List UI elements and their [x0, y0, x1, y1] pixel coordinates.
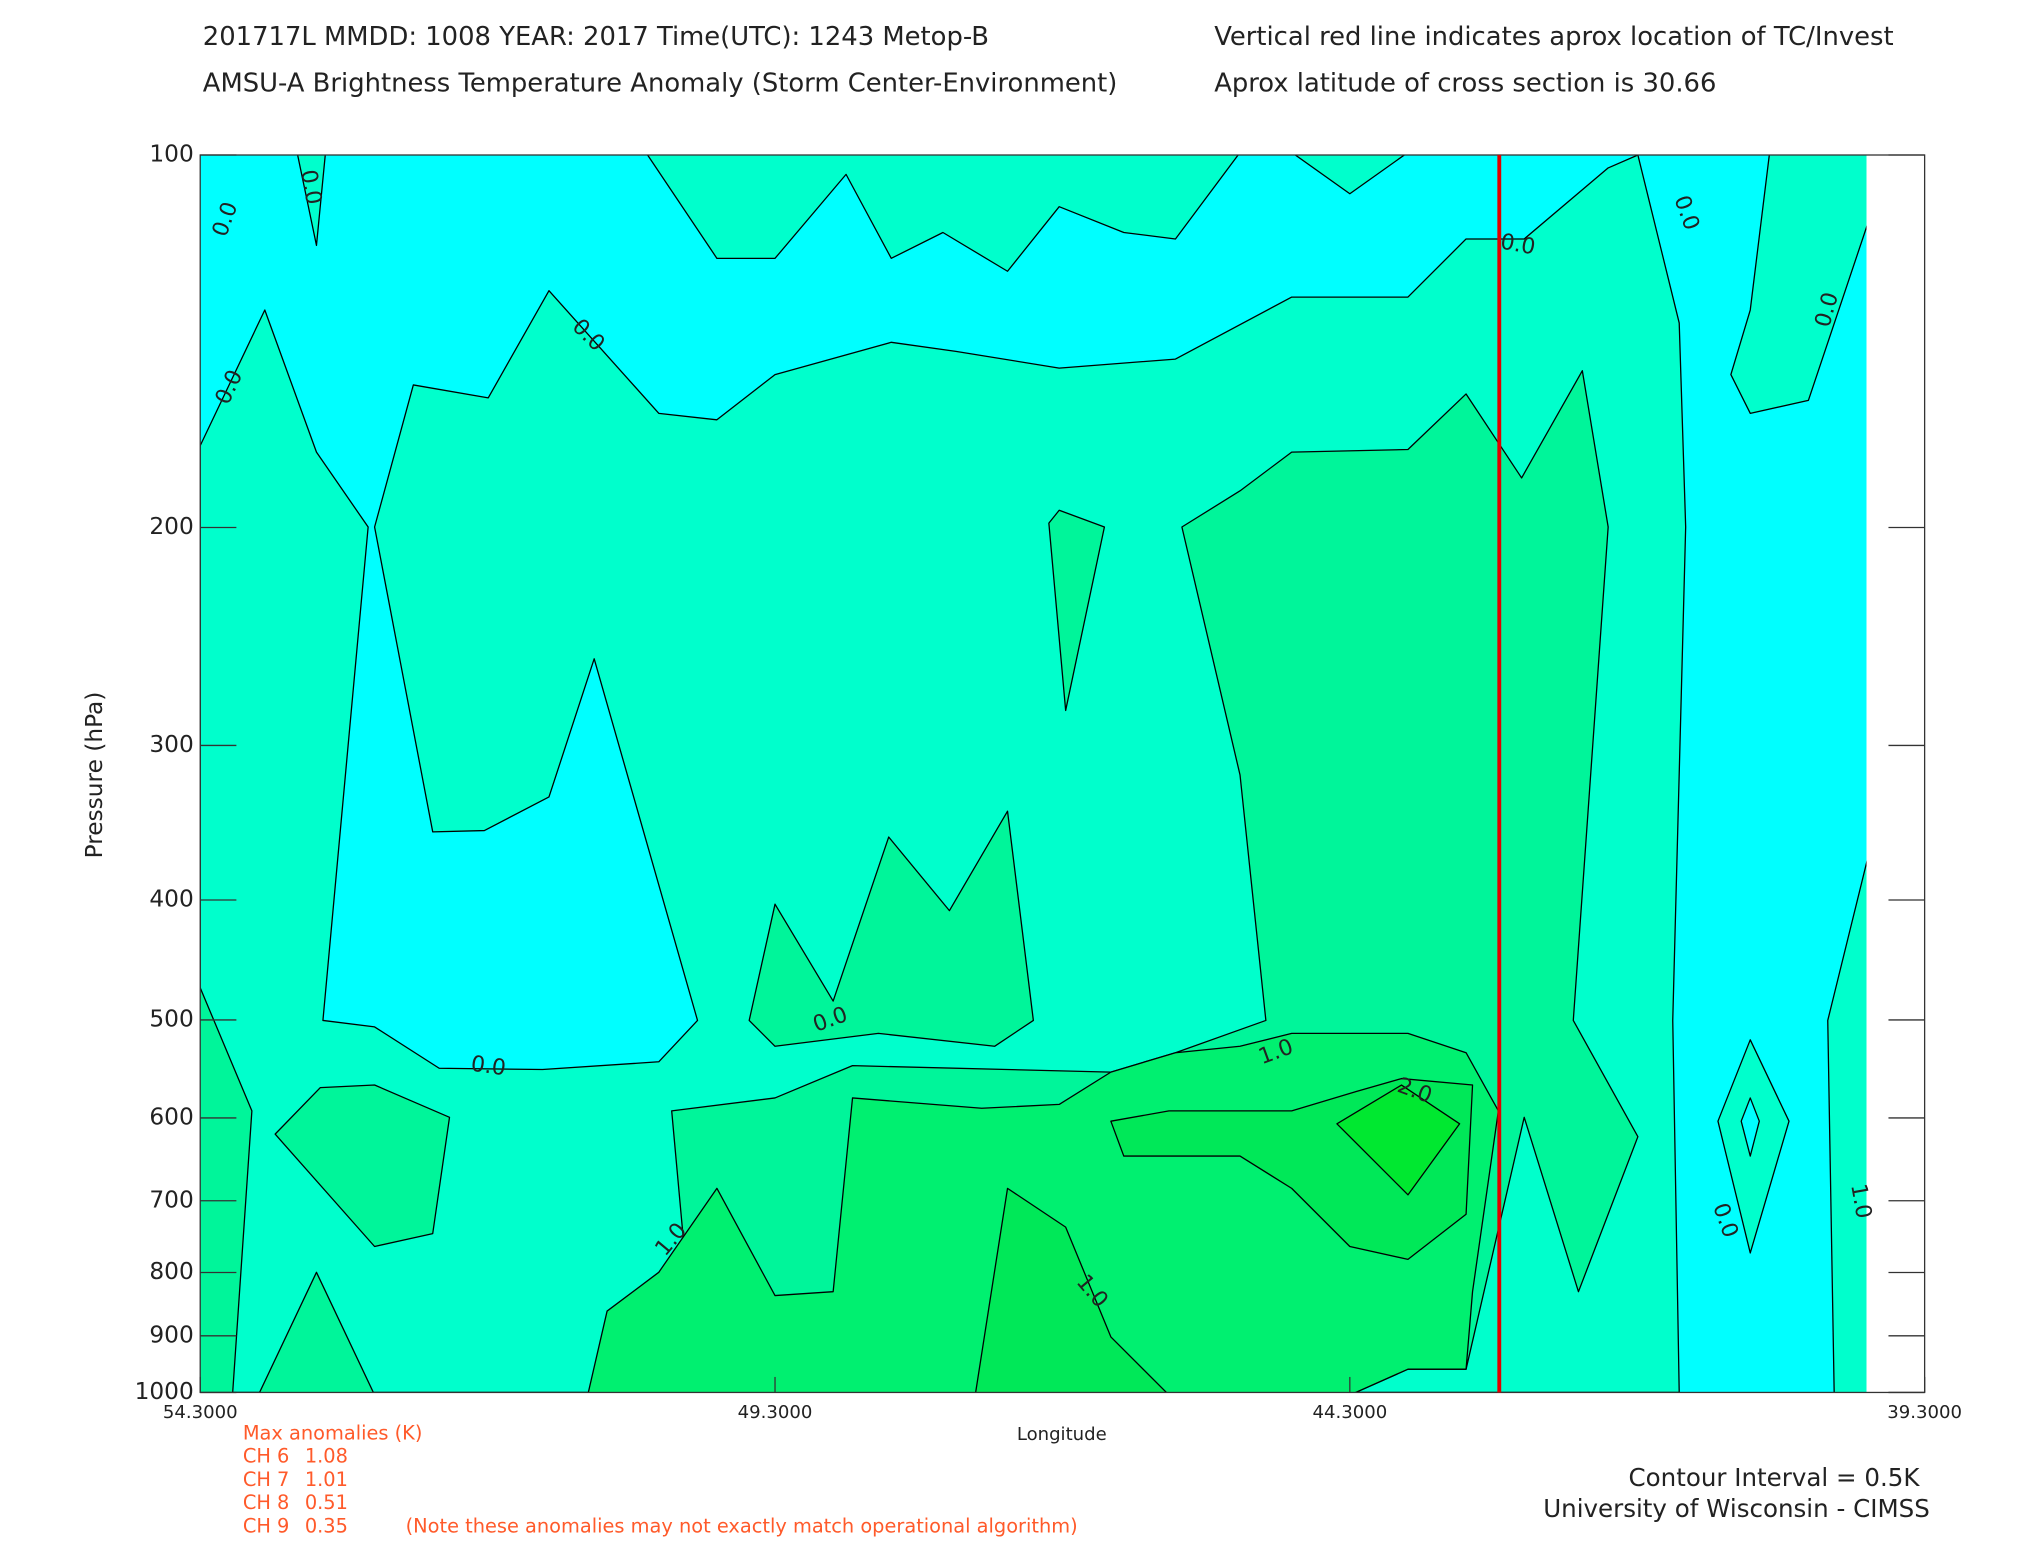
region: [1730, 155, 1867, 414]
region: [1048, 509, 1106, 712]
region: [1717, 1039, 1790, 1254]
y-axis-label: Pressure (hPa): [81, 692, 108, 859]
anomaly-value: 0.51: [305, 1491, 348, 1514]
anomaly-value: 1.08: [305, 1445, 348, 1468]
region: [296, 155, 326, 247]
region: [1827, 860, 1867, 1393]
y-tick-label: 100: [149, 141, 193, 168]
region: [1336, 1084, 1461, 1196]
region: [1294, 155, 1406, 195]
x-tick-label: 54.3000: [163, 1402, 238, 1423]
y-tick-label: 500: [149, 1005, 193, 1032]
region: [274, 1084, 451, 1248]
y-tick-label: 700: [149, 1186, 193, 1213]
anomaly-note: (Note these anomalies may not exactly ma…: [406, 1514, 1078, 1537]
region: [200, 986, 253, 1393]
y-tick-label: 1000: [135, 1378, 194, 1405]
anomaly-title: Max anomalies (K): [243, 1421, 423, 1444]
contour-interval: Contour Interval = 0.5K: [1629, 1463, 1921, 1492]
x-tick-label: 39.3000: [1887, 1402, 1962, 1423]
anomaly-value: 1.01: [305, 1468, 348, 1491]
region: [748, 810, 1035, 1047]
region: [646, 155, 1239, 272]
region: [258, 1271, 375, 1393]
x-axis-label: Longitude: [1017, 1424, 1107, 1445]
anomaly-value: 0.35: [305, 1514, 348, 1537]
contour-label: 1.0: [1845, 1182, 1876, 1221]
anomaly-channel: CH 9: [243, 1514, 290, 1537]
title: 201717L MMDD: 1008 YEAR: 2017 Time(UTC):…: [203, 22, 989, 52]
contour-field: [200, 155, 1867, 1393]
contour-labels: 0.00.00.00.00.00.00.00.00.01.02.01.01.00…: [208, 168, 1876, 1313]
contour-label: 0.0: [295, 168, 326, 207]
region: [1740, 1097, 1760, 1157]
canvas: 201717L MMDD: 1008 YEAR: 2017 Time(UTC):…: [81, 22, 1962, 1537]
note: Aprox latitude of cross section is 30.66: [1214, 68, 1716, 98]
x-tick-label: 49.3000: [738, 1402, 813, 1423]
y-tick-label: 200: [149, 513, 193, 540]
y-tick-label: 600: [149, 1103, 193, 1130]
credit: University of Wisconsin - CIMSS: [1543, 1494, 1930, 1523]
plot-frame: [199, 154, 1926, 1394]
subtitle: AMSU-A Brightness Temperature Anomaly (S…: [203, 68, 1118, 98]
note: Vertical red line indicates aprox locati…: [1214, 22, 1893, 52]
y-tick-label: 300: [149, 731, 193, 758]
region: [974, 1187, 1168, 1393]
x-tick-label: 44.3000: [1312, 1402, 1387, 1423]
anomaly-list: CH 6 1.08 CH 7 1.01 CH 8 0.51 CH 9 0.35: [243, 1445, 348, 1538]
anomaly-channel: CH 6: [243, 1445, 290, 1468]
contour-label: 0.0: [1498, 230, 1537, 261]
anomaly-channel: CH 8: [243, 1491, 290, 1514]
y-tick-label: 800: [149, 1258, 193, 1285]
y-tick-label: 400: [149, 886, 193, 913]
y-tick-label: 900: [149, 1321, 193, 1348]
anomaly-channel: CH 7: [243, 1468, 290, 1491]
contour-label: 0.0: [469, 1052, 507, 1082]
